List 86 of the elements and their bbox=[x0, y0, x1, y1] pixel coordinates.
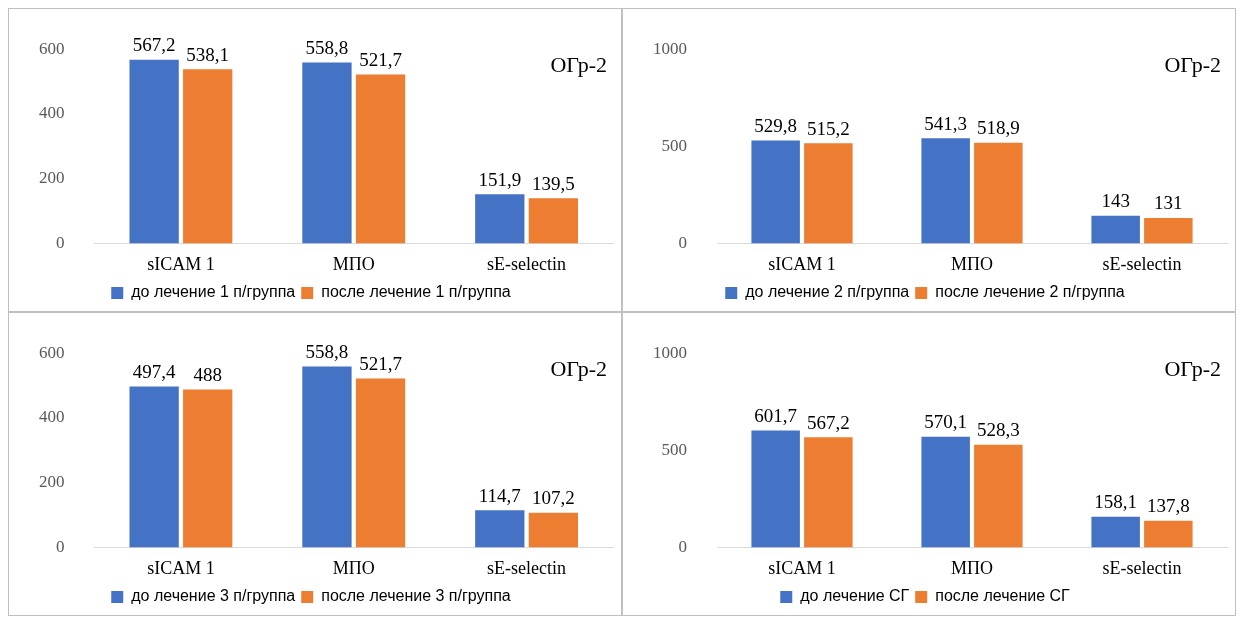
data-label: 518,9 bbox=[976, 117, 1020, 139]
x-tick-label: sE-selectin bbox=[1102, 557, 1182, 578]
data-label: 107,2 bbox=[532, 487, 575, 509]
x-tick-label: sE-selectin bbox=[487, 253, 567, 274]
annotation: ОГр-2 bbox=[1164, 355, 1221, 381]
data-label: 114,7 bbox=[478, 484, 521, 506]
bar bbox=[974, 444, 1023, 548]
bar bbox=[751, 140, 800, 244]
bar bbox=[302, 62, 352, 244]
y-tick-label: 400 bbox=[39, 407, 65, 427]
x-tick-label: МПО bbox=[332, 557, 375, 578]
legend-label: после лечение 1 п/группа bbox=[321, 283, 511, 301]
annotation: ОГр-2 bbox=[550, 355, 607, 381]
y-tick-label: 600 bbox=[39, 342, 65, 362]
data-label: 139,5 bbox=[532, 172, 575, 194]
bar bbox=[1091, 516, 1140, 548]
data-label: 515,2 bbox=[806, 117, 850, 139]
data-label: 158,1 bbox=[1094, 491, 1138, 513]
data-label: 497,4 bbox=[132, 360, 176, 382]
legend-label: до лечение 2 п/группа bbox=[745, 283, 910, 301]
bar bbox=[183, 69, 233, 244]
data-label: 488 bbox=[193, 363, 222, 385]
x-tick-label: sE-selectin bbox=[1102, 253, 1182, 274]
data-label: 601,7 bbox=[754, 405, 798, 427]
x-tick-label: МПО bbox=[950, 253, 994, 274]
x-tick-label: sICAM 1 bbox=[147, 557, 215, 578]
bar bbox=[475, 510, 525, 548]
annotation: ОГр-2 bbox=[1164, 51, 1221, 77]
data-label: 151,9 bbox=[478, 168, 522, 190]
y-tick-label: 0 bbox=[56, 232, 65, 252]
bar bbox=[302, 366, 352, 548]
legend-label: до лечение СГ bbox=[800, 587, 910, 605]
y-tick-label: 500 bbox=[661, 439, 687, 459]
bar bbox=[1091, 215, 1140, 244]
data-label: 529,8 bbox=[754, 115, 798, 136]
data-label: 558,8 bbox=[305, 341, 349, 363]
data-label: 143 bbox=[1101, 190, 1130, 212]
legend-label: после лечение СГ bbox=[935, 587, 1071, 605]
data-label: 131 bbox=[1154, 192, 1183, 214]
bar bbox=[1144, 520, 1193, 548]
legend-label: после лечение 2 п/группа bbox=[935, 283, 1125, 301]
data-label: 521,7 bbox=[359, 49, 402, 71]
bar bbox=[183, 389, 233, 548]
bar bbox=[751, 430, 800, 548]
bar bbox=[921, 436, 970, 548]
bar bbox=[528, 198, 579, 244]
x-tick-label: sE-selectin bbox=[487, 557, 567, 578]
bar bbox=[355, 74, 406, 244]
bar bbox=[129, 386, 179, 548]
data-label: 528,3 bbox=[976, 419, 1020, 441]
bar bbox=[804, 143, 853, 244]
y-tick-label: 200 bbox=[39, 472, 65, 492]
legend-label: после лечение 3 п/группа bbox=[321, 587, 511, 605]
legend-label: до лечение 1 п/группа bbox=[131, 283, 296, 301]
y-tick-label: 1000 bbox=[653, 342, 687, 362]
bar bbox=[129, 59, 179, 244]
bar bbox=[921, 138, 970, 244]
data-label: 567,2 bbox=[132, 34, 176, 56]
y-tick-label: 600 bbox=[39, 38, 65, 58]
x-tick-label: sICAM 1 bbox=[147, 253, 215, 274]
data-label: 521,7 bbox=[359, 353, 402, 375]
bar bbox=[475, 194, 525, 244]
x-tick-label: МПО bbox=[332, 253, 375, 274]
bar bbox=[528, 512, 579, 548]
legend-label: до лечение 3 п/группа bbox=[131, 587, 296, 605]
bar bbox=[1144, 217, 1193, 244]
y-tick-label: 0 bbox=[678, 232, 687, 252]
annotation: ОГр-2 bbox=[550, 51, 607, 77]
y-tick-label: 0 bbox=[678, 536, 687, 556]
x-tick-label: МПО bbox=[950, 557, 994, 578]
bar bbox=[804, 437, 853, 548]
data-label: 538,1 bbox=[186, 43, 230, 65]
data-label: 137,8 bbox=[1146, 495, 1190, 517]
y-tick-label: 500 bbox=[661, 135, 687, 155]
y-tick-label: 0 bbox=[56, 536, 65, 556]
bar bbox=[974, 142, 1023, 244]
data-label: 541,3 bbox=[924, 112, 968, 134]
y-tick-label: 1000 bbox=[653, 38, 687, 58]
bar bbox=[355, 378, 406, 548]
data-label: 567,2 bbox=[806, 411, 850, 433]
x-tick-label: sICAM 1 bbox=[768, 557, 836, 578]
data-label: 570,1 bbox=[924, 411, 968, 433]
data-label: 558,8 bbox=[305, 37, 349, 59]
x-tick-label: sICAM 1 bbox=[768, 253, 836, 274]
y-tick-label: 200 bbox=[39, 168, 65, 188]
y-tick-label: 400 bbox=[39, 103, 65, 123]
